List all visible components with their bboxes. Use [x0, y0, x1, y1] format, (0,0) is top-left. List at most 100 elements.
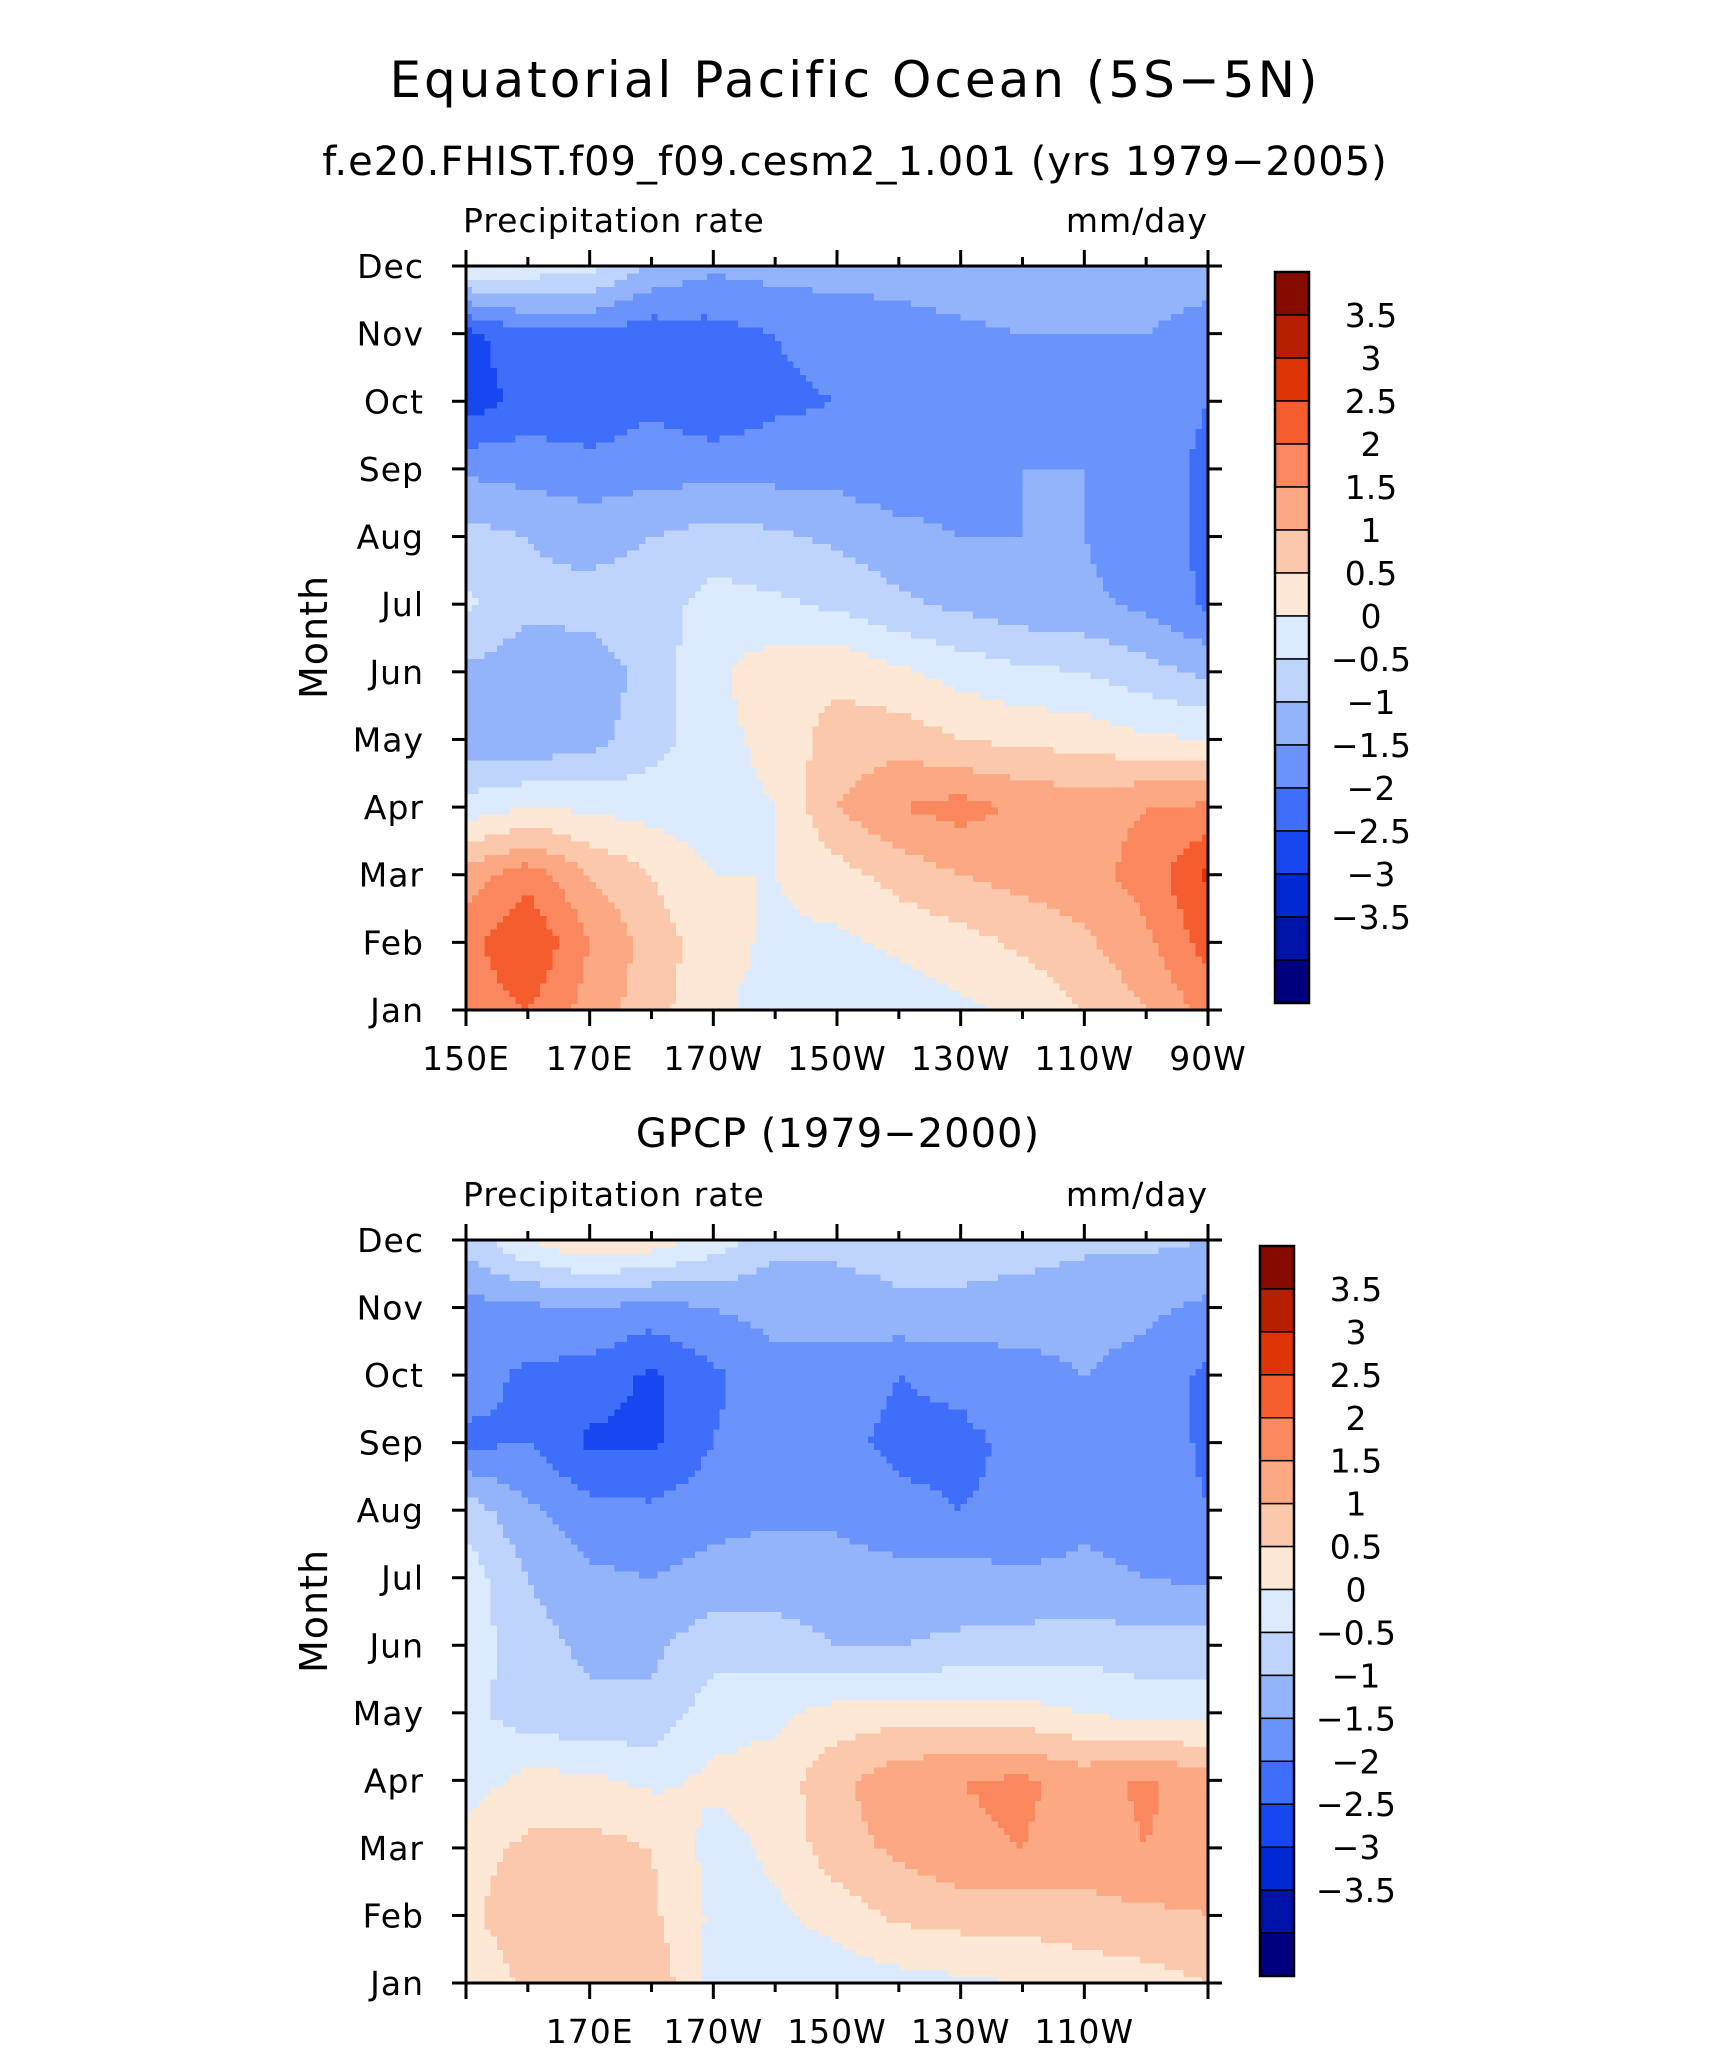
contour-cell — [911, 895, 918, 902]
contour-cell — [701, 848, 708, 855]
contour-cell — [485, 888, 492, 895]
contour-cell — [522, 861, 529, 868]
contour-cell — [713, 753, 720, 760]
contour-cell — [509, 807, 516, 814]
contour-cell — [1121, 983, 1128, 990]
contour-cell — [707, 881, 714, 888]
contour-cell — [788, 922, 795, 929]
contour-cell — [485, 787, 492, 794]
contour-cell — [967, 814, 974, 821]
contour-cell — [515, 983, 522, 990]
contour-cell — [954, 983, 961, 990]
contour-cell — [1152, 956, 1159, 963]
contour-cell — [1140, 868, 1147, 875]
contour-cell — [775, 800, 782, 807]
contour-cell — [954, 949, 961, 956]
contour-cell — [1084, 942, 1091, 949]
contour-cell — [608, 983, 615, 990]
contour-cell — [806, 996, 813, 1003]
contour-cell — [540, 956, 547, 963]
contour-cell — [818, 875, 825, 882]
contour-cell — [1159, 936, 1166, 943]
contour-cell — [528, 794, 535, 801]
contour-cell — [534, 841, 541, 848]
contour-cell — [763, 902, 770, 909]
contour-cell — [565, 787, 572, 794]
contour-cell — [917, 807, 924, 814]
contour-cell — [954, 942, 961, 949]
contour-cell — [522, 949, 529, 956]
contour-cell — [1066, 895, 1073, 902]
contour-cell — [713, 976, 720, 983]
contour-cell — [491, 929, 498, 936]
contour-cell — [775, 881, 782, 888]
contour-cell — [627, 841, 634, 848]
contour-cell — [608, 895, 615, 902]
contour-cell — [1084, 834, 1091, 841]
contour-cell — [664, 902, 671, 909]
contour-cell — [899, 794, 906, 801]
contour-cell — [775, 780, 782, 787]
contour-cell — [893, 895, 900, 902]
contour-cell — [886, 956, 893, 963]
contour-cell — [862, 969, 869, 976]
contour-cell — [1047, 996, 1054, 1003]
contour-cell — [546, 794, 553, 801]
contour-cell — [1189, 990, 1196, 997]
contour-cell — [528, 895, 535, 902]
contour-cell — [794, 767, 801, 774]
contour-cell — [1134, 929, 1141, 936]
contour-cell — [874, 834, 881, 841]
contour-cell — [652, 976, 659, 983]
contour-cell — [825, 780, 832, 787]
contour-cell — [979, 996, 986, 1003]
contour-cell — [738, 922, 745, 929]
contour-cell — [905, 827, 912, 834]
contour-cell — [1016, 746, 1023, 753]
contour-cell — [979, 834, 986, 841]
contour-cell — [627, 902, 634, 909]
contour-cell — [1097, 942, 1104, 949]
contour-cell — [837, 902, 844, 909]
contour-cell — [1053, 861, 1060, 868]
contour-cell — [652, 969, 659, 976]
contour-cell — [967, 773, 974, 780]
contour-cell — [911, 861, 918, 868]
contour-cell — [627, 875, 634, 882]
contour-cell — [738, 760, 745, 767]
contour-cell — [930, 881, 937, 888]
contour-cell — [942, 848, 949, 855]
contour-cell — [1029, 868, 1036, 875]
contour-cell — [509, 841, 516, 848]
contour-cell — [1066, 834, 1073, 841]
contour-cell — [720, 773, 727, 780]
contour-cell — [1109, 922, 1116, 929]
contour-cell — [658, 861, 665, 868]
contour-cell — [1146, 929, 1153, 936]
contour-cell — [1016, 767, 1023, 774]
contour-cell — [546, 963, 553, 970]
contour-cell — [979, 902, 986, 909]
contour-cell — [658, 814, 665, 821]
contour-cell — [577, 990, 584, 997]
contour-cell — [985, 888, 992, 895]
contour-cell — [726, 881, 733, 888]
contour-cell — [1053, 794, 1060, 801]
contour-cell — [800, 848, 807, 855]
contour-cell — [1177, 942, 1184, 949]
contour-cell — [503, 834, 510, 841]
contour-cell — [757, 814, 764, 821]
contour-cell — [639, 848, 646, 855]
contour-cell — [794, 800, 801, 807]
contour-cell — [639, 936, 646, 943]
contour-cell — [738, 969, 745, 976]
contour-cell — [886, 767, 893, 774]
panel-model-title: f.e20.FHIST.f09_f09.cesm2_1.001 (yrs 197… — [322, 139, 1388, 185]
contour-cell — [825, 996, 832, 1003]
contour-cell — [491, 888, 498, 895]
contour-cell — [1165, 922, 1172, 929]
contour-cell — [1029, 807, 1036, 814]
contour-cell — [917, 996, 924, 1003]
contour-cell — [967, 746, 974, 753]
contour-cell — [1060, 760, 1067, 767]
